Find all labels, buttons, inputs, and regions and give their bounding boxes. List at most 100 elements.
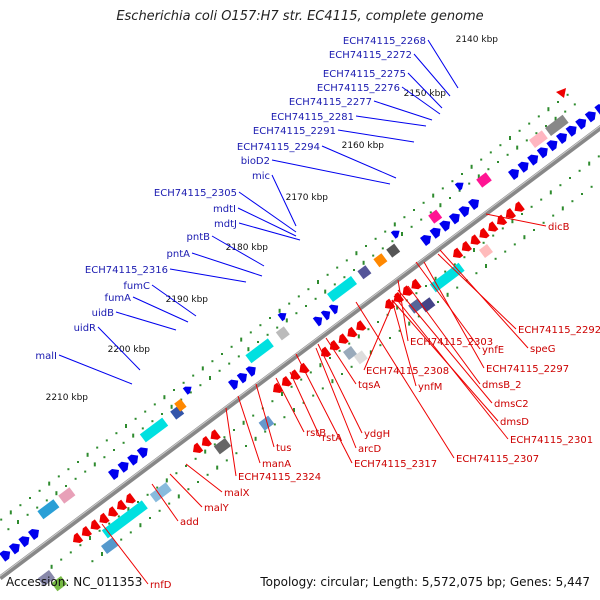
label-leader — [407, 285, 481, 385]
forward-block — [373, 253, 388, 268]
tRNA-block — [429, 262, 465, 293]
label-leader — [255, 383, 275, 448]
tick-dot — [540, 198, 543, 201]
tick-dot — [408, 321, 411, 326]
tick-dot — [506, 153, 509, 156]
label-leader — [185, 463, 223, 493]
tick-dot — [132, 433, 135, 438]
tick-dot — [204, 449, 207, 454]
forward-gene-arrow — [245, 366, 256, 377]
label-leader — [413, 53, 451, 97]
tick-dot — [343, 276, 346, 279]
tick-dot — [309, 371, 312, 374]
tick-dot — [588, 161, 591, 166]
tick-dot — [545, 125, 547, 127]
forward-block — [357, 265, 372, 280]
tick-dot — [192, 374, 195, 377]
tick-dot — [108, 522, 111, 525]
reverse-gene-label: rnfD — [150, 580, 172, 591]
forward-gene-arrow — [448, 213, 460, 225]
map-title: Escherichia coli O157:H7 str. EC4115, co… — [116, 9, 484, 24]
tick-dot — [338, 349, 341, 352]
forward-block — [275, 326, 290, 341]
label-leader — [337, 129, 415, 143]
forward-gene-label: ECH74115_2276 — [317, 83, 400, 94]
tick-dot — [55, 491, 58, 496]
tick-dot — [425, 285, 427, 287]
forward-gene-arrow — [556, 133, 567, 144]
reverse-gene-arrow — [338, 333, 349, 344]
reverse-block — [479, 244, 493, 258]
tick-dot — [77, 461, 79, 463]
tick-dot — [511, 219, 514, 224]
tick-dot — [293, 408, 295, 412]
forward-gene-arrow — [108, 469, 119, 480]
label-leader — [225, 407, 237, 477]
tick-dot — [199, 384, 202, 387]
reverse-gene-label: malY — [204, 503, 230, 514]
tRNA-block — [327, 276, 357, 302]
tick-dot — [499, 144, 502, 147]
tick-dot — [367, 328, 370, 331]
label-leader — [393, 295, 509, 440]
tick-dot — [283, 416, 286, 419]
forward-gene-label: ECH74115_2272 — [329, 50, 412, 61]
tick-dot — [285, 318, 288, 323]
reverse-gene-label: arcD — [358, 444, 382, 455]
reverse-gene-arrow — [281, 376, 292, 387]
kbp-ticks: 2140 kbp 2150 kbp 2160 kbp 2170 kbp 2180 kbp… — [46, 35, 499, 403]
forward-gene-arrow — [517, 161, 529, 173]
tick-dot — [441, 187, 444, 190]
tick-dot — [561, 206, 564, 211]
tick-dot — [120, 538, 123, 541]
label-leader — [275, 377, 305, 433]
reverse-gene-arrow — [453, 247, 464, 258]
tick-dot — [518, 129, 521, 132]
tick-dot — [513, 243, 516, 246]
tick-dot — [228, 362, 231, 365]
reverse-gene-arrow — [193, 442, 204, 453]
tick-dot — [374, 237, 377, 240]
gene-labels: ECH74115_2268 ECH74115_2272 ECH74115_2275 E… — [35, 36, 600, 591]
tick-dot — [302, 401, 305, 404]
tick-dot — [129, 531, 132, 534]
tick-dot — [146, 493, 149, 496]
tick-dot — [391, 240, 394, 243]
tick-dot — [17, 520, 19, 524]
tick-dot — [221, 353, 223, 355]
forward-block — [476, 172, 492, 188]
forward-block — [529, 130, 548, 148]
reverse-block — [353, 350, 368, 365]
tick-dot — [38, 489, 41, 492]
label-leader — [295, 353, 353, 464]
forward-gene-label: fumA — [105, 293, 132, 304]
tRNA-block — [245, 338, 274, 364]
label-leader — [427, 39, 459, 89]
tick-dot — [189, 391, 192, 394]
tick-dot — [489, 151, 492, 154]
forward-gene-label: ECH74115_2275 — [323, 69, 406, 80]
label-leader — [391, 299, 417, 387]
reverse-gene-label: manA — [262, 459, 291, 470]
forward-gene-arrow — [458, 206, 470, 218]
tick-dot — [96, 446, 99, 449]
tick-dot — [249, 331, 252, 334]
label-leader — [238, 191, 297, 233]
tick-dot — [353, 269, 355, 271]
reverse-gene-arrow — [210, 429, 221, 440]
reverse-gene-label: ECH74115_2303 — [410, 337, 493, 348]
forward-gene-arrow — [18, 536, 30, 548]
forward-gene-arrow — [546, 140, 558, 152]
tick-dot — [319, 363, 322, 368]
tick-dot — [571, 200, 574, 203]
label-leader — [423, 261, 485, 369]
reverse-block — [37, 570, 55, 587]
reverse-gene-arrow — [321, 346, 332, 357]
tick-dot — [341, 373, 343, 375]
tick-dot — [393, 222, 396, 227]
reverse-block — [419, 297, 436, 313]
tick-dot — [497, 161, 499, 163]
forward-gene-label: mic — [252, 171, 270, 182]
label-leaders — [58, 39, 547, 585]
